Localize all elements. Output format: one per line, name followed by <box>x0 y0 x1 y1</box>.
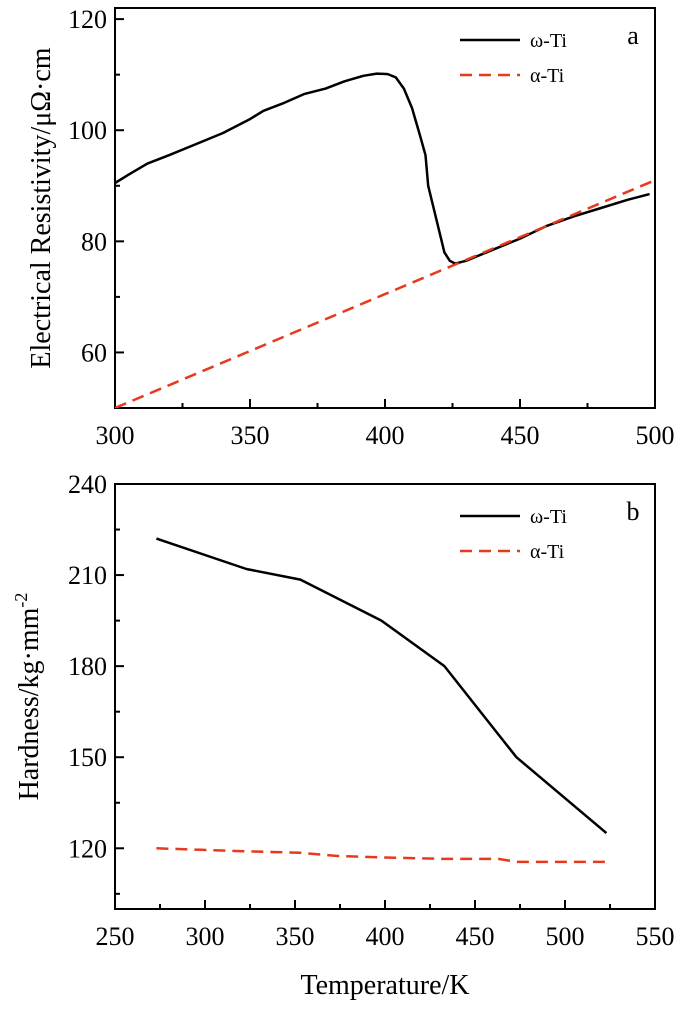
y-tick-label: 240 <box>68 470 107 499</box>
y-tick-label: 180 <box>68 652 107 681</box>
x-axis-title: Temperature/K <box>300 970 469 1001</box>
series-line-omega-ti <box>115 72 650 265</box>
y-axis-title: Electrical Resistivity/μΩ·cm <box>26 47 57 368</box>
x-tick-label: 400 <box>366 922 405 951</box>
legend-label-omega-ti: ω-Ti <box>530 506 567 528</box>
y-tick-label: 210 <box>68 561 107 590</box>
legend-label-alpha-ti: α-Ti <box>530 541 565 563</box>
y-tick-label: 150 <box>68 743 107 772</box>
x-tick-label: 500 <box>636 421 675 450</box>
y-axis-title: Hardness/kg·mm-2 <box>11 593 45 801</box>
x-tick-label: 500 <box>546 922 585 951</box>
plot-frame <box>114 483 656 910</box>
y-tick-label: 60 <box>81 338 107 367</box>
panel-label: b <box>627 497 640 526</box>
panel-label: a <box>627 21 639 50</box>
x-tick-label: 300 <box>186 922 225 951</box>
series-line-alpha-ti <box>156 847 607 864</box>
x-tick-label: 550 <box>636 922 675 951</box>
series-line-alpha-ti <box>115 179 655 408</box>
x-tick-label: 400 <box>366 421 405 450</box>
x-tick-label: 450 <box>456 922 495 951</box>
legend-label-alpha-ti: α-Ti <box>530 65 565 87</box>
y-axis-title-superscript: -2 <box>11 593 31 608</box>
hardness-panel: 250 300 350 400 450 500 550 120 150 180 210 240 Hard… <box>11 470 675 1001</box>
x-tick-label: 450 <box>501 421 540 450</box>
y-tick-label: 120 <box>68 5 107 34</box>
y-tick-label: 100 <box>68 116 107 145</box>
series-line-omega-ti <box>155 537 608 835</box>
x-tick-label: 300 <box>96 421 135 450</box>
x-tick-label: 350 <box>231 421 270 450</box>
x-tick-label: 350 <box>276 922 315 951</box>
legend-label-omega-ti: ω-Ti <box>530 30 567 52</box>
y-tick-label: 80 <box>81 227 107 256</box>
plot-frame <box>114 7 656 409</box>
resistivity-panel: 300 350 400 450 500 60 80 100 120 Electrical Resi… <box>26 5 675 450</box>
y-axis-title-base: Hardness/kg·mm <box>14 607 45 800</box>
y-tick-label: 120 <box>68 834 107 863</box>
x-tick-label: 250 <box>96 922 135 951</box>
